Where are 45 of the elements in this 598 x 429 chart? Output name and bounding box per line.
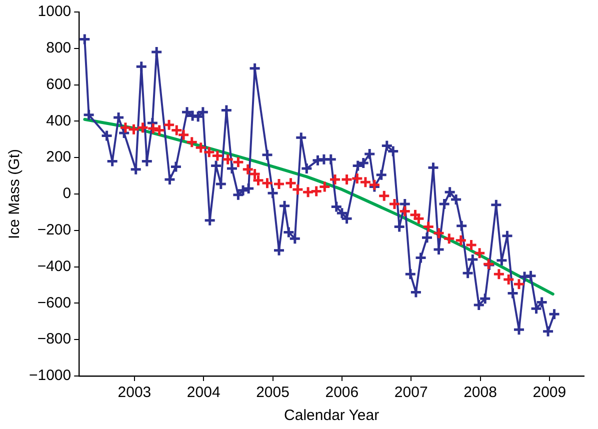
x-tick-label: 2004 [186, 384, 220, 402]
point [412, 212, 425, 225]
y-tick-label: −400 [37, 258, 72, 275]
point [512, 278, 526, 290]
point [302, 186, 314, 198]
x-tick-label: 2009 [532, 384, 566, 402]
x-tick-label: 2007 [394, 384, 428, 402]
point [128, 123, 140, 136]
point [260, 176, 274, 190]
x-axis-title: Calendar Year [284, 407, 380, 424]
y-tick-label: −800 [37, 330, 72, 348]
point [318, 180, 331, 193]
point [432, 226, 446, 240]
point [473, 246, 486, 260]
point [398, 205, 412, 218]
point [442, 232, 456, 245]
point [502, 273, 515, 286]
point [492, 268, 506, 280]
point [310, 185, 323, 198]
point [119, 121, 132, 134]
point [465, 238, 478, 252]
point [388, 198, 401, 210]
y-tick-label: 0 [62, 185, 72, 202]
point [454, 234, 468, 247]
y-axis-title: Ice Mass (Gt) [6, 148, 24, 240]
point [272, 178, 286, 190]
x-tick-label: 2006 [325, 384, 359, 402]
point [340, 173, 354, 186]
point [378, 190, 390, 202]
y-tick-label: 400 [46, 112, 72, 130]
point [328, 173, 342, 186]
point [422, 220, 435, 234]
x-tick-label: 2005 [256, 384, 290, 402]
y-tick-label: 600 [46, 76, 72, 93]
point [232, 156, 244, 168]
y-tick-label: 1000 [38, 3, 72, 20]
y-tick-label: 800 [46, 40, 72, 57]
y-tick-label: −1000 [28, 367, 72, 384]
y-tick-label: −200 [37, 222, 72, 239]
point [136, 121, 150, 134]
y-tick-label: −600 [37, 294, 72, 312]
y-tick-label: 200 [46, 148, 72, 166]
point [222, 153, 234, 166]
x-tick-label: 2008 [464, 384, 497, 402]
x-tick-label: 2003 [118, 384, 152, 402]
